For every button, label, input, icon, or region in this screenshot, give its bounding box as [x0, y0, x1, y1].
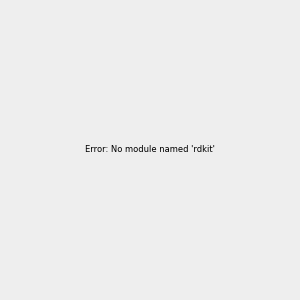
Text: Error: No module named 'rdkit': Error: No module named 'rdkit': [85, 146, 215, 154]
